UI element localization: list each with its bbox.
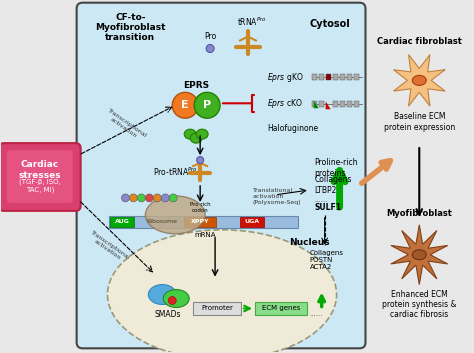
Bar [346,101,352,107]
Circle shape [153,194,161,202]
Ellipse shape [412,76,426,85]
Circle shape [169,194,177,202]
Text: SMADs: SMADs [154,311,181,319]
Bar [110,217,135,227]
Bar [184,217,216,227]
Text: $\it{Eprs}$ gKO: $\it{Eprs}$ gKO [267,71,303,84]
Polygon shape [391,225,448,285]
Text: EPRS: EPRS [183,81,209,90]
Text: CF-to-
Myofibroblast
transition: CF-to- Myofibroblast transition [95,13,166,42]
Bar [193,301,241,316]
Ellipse shape [412,250,426,260]
Text: P: P [203,100,211,110]
Circle shape [121,194,129,202]
FancyBboxPatch shape [7,150,73,203]
Polygon shape [326,101,331,109]
Text: Myofibroblast: Myofibroblast [386,209,452,218]
Bar [339,101,345,107]
Bar [312,74,317,80]
Ellipse shape [172,92,198,118]
Bar [333,74,337,80]
Text: Cytosol: Cytosol [309,19,350,29]
Ellipse shape [163,289,189,307]
Text: ECM genes: ECM genes [262,305,300,311]
Text: tRNA$^{Pro}$: tRNA$^{Pro}$ [237,15,267,28]
Text: $\it{Eprs}$ cKO: $\it{Eprs}$ cKO [267,97,303,110]
Circle shape [146,194,153,202]
Text: Transcriptional
activation: Transcriptional activation [103,107,147,143]
Ellipse shape [108,230,337,353]
Text: Collagens
POSTN
ACTA2: Collagens POSTN ACTA2 [310,250,344,270]
Text: Translational
activation
(Polysome-Seq): Translational activation (Polysome-Seq) [253,188,301,204]
Text: mRNA: mRNA [194,232,216,238]
Bar [339,74,345,80]
Text: ......: ...... [310,311,323,317]
Text: Enhanced ECM
protein synthesis &
cardiac fibrosis: Enhanced ECM protein synthesis & cardiac… [382,289,456,319]
Text: E: E [182,100,189,110]
Bar [255,301,307,316]
Bar [326,74,331,80]
FancyBboxPatch shape [0,143,81,211]
Ellipse shape [148,285,176,305]
FancyBboxPatch shape [77,3,365,348]
Ellipse shape [196,129,208,139]
Circle shape [197,157,204,163]
Text: Pro rich
codon: Pro rich codon [190,203,210,213]
Circle shape [137,194,146,202]
Circle shape [168,297,176,305]
Text: UGA: UGA [245,219,259,224]
Text: (TGF-β, ISO,
TAC, MI): (TGF-β, ISO, TAC, MI) [19,179,61,193]
Bar [312,101,317,107]
Polygon shape [393,55,445,106]
Text: ......: ...... [315,197,328,203]
Text: Transcriptional
activation: Transcriptional activation [86,230,131,265]
Circle shape [161,194,169,202]
Bar [319,101,324,107]
Text: Proline-rich
proteins: Proline-rich proteins [315,158,358,178]
Bar [240,217,264,227]
Polygon shape [314,100,319,108]
Circle shape [129,194,137,202]
Bar [354,101,358,107]
Ellipse shape [146,196,205,234]
Ellipse shape [194,92,220,118]
Text: Halofuginone: Halofuginone [267,124,318,133]
Ellipse shape [190,133,202,143]
Text: Collagens
LTBP2: Collagens LTBP2 [315,175,352,195]
Text: Ribosome: Ribosome [147,219,178,224]
Text: XPPY: XPPY [191,219,210,224]
Text: Promoter: Promoter [201,305,233,311]
Bar [354,74,358,80]
Bar [346,74,352,80]
Bar [319,74,324,80]
Text: Cardiac fibroblast: Cardiac fibroblast [377,36,462,46]
Circle shape [206,44,214,53]
Text: Nucleus: Nucleus [290,238,330,247]
Ellipse shape [184,129,196,139]
Text: Pro-tRNA$^{Pro}$: Pro-tRNA$^{Pro}$ [153,166,198,178]
Text: AUG: AUG [115,219,130,224]
Bar [109,216,298,228]
Text: SULF1: SULF1 [315,203,342,213]
Text: Pro: Pro [204,31,216,41]
Text: Baseline ECM
protein expression: Baseline ECM protein expression [383,112,455,132]
Text: Cardiac
stresses: Cardiac stresses [18,160,61,180]
Bar [333,101,337,107]
